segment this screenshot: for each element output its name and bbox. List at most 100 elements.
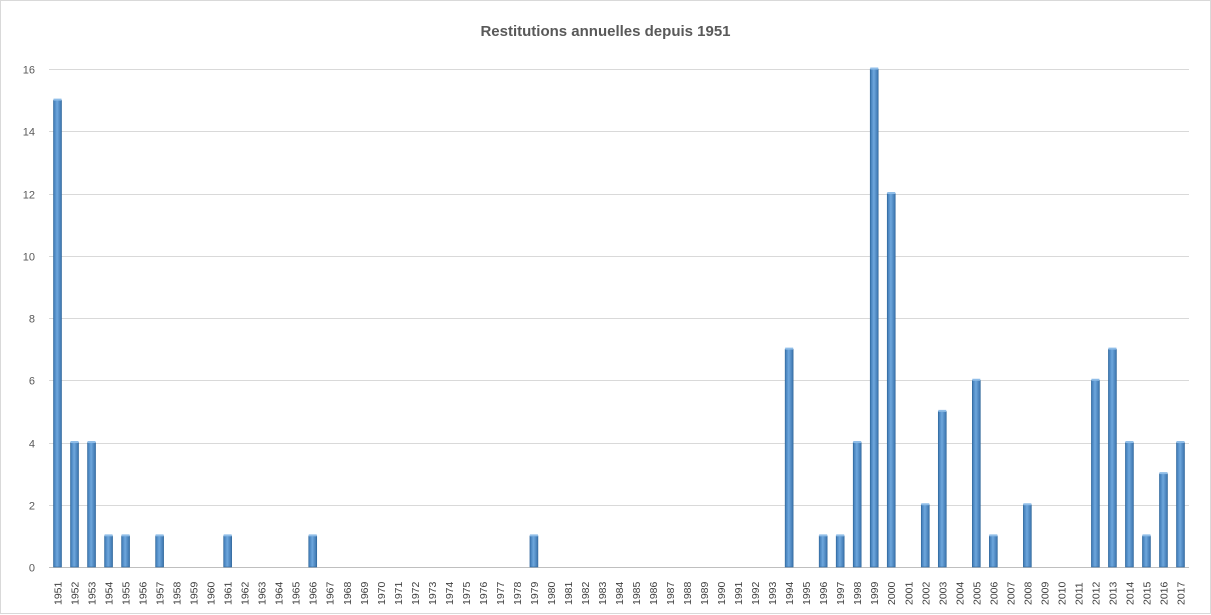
bar-1955 (121, 535, 130, 568)
x-tick-label-1980: 1980 (546, 581, 558, 605)
x-tick-label-2008: 2008 (1022, 581, 1034, 605)
x-tick-label-2005: 2005 (971, 581, 983, 605)
y-tick-label: 10 (23, 252, 35, 264)
x-tick-label-1966: 1966 (308, 581, 320, 605)
y-tick-label: 16 (23, 65, 35, 77)
x-tick-label-1964: 1964 (274, 581, 286, 605)
x-tick-label-1974: 1974 (444, 581, 456, 605)
bar-cap-1957 (155, 534, 164, 537)
bar-1996 (818, 535, 828, 568)
x-tick-label-1997: 1997 (835, 581, 847, 605)
bar-cap-1998 (853, 441, 862, 443)
x-tick-label-1976: 1976 (478, 581, 490, 605)
x-tick-label-1953: 1953 (87, 581, 99, 605)
bar-cap-1966 (308, 534, 317, 537)
bar-cap-1961 (223, 534, 232, 537)
y-tick-label: 2 (29, 501, 35, 513)
x-tick-label-1982: 1982 (580, 581, 592, 605)
bar-2015 (1142, 535, 1151, 568)
x-tick-label-2009: 2009 (1039, 581, 1051, 605)
bar-1994 (784, 348, 794, 568)
x-tick-label-1992: 1992 (750, 581, 762, 605)
bar-1966 (308, 535, 318, 568)
y-tick-label: 4 (29, 439, 35, 451)
x-axis: 1951 1952 1953 1954 1955 1956 1957 1958 1959 1960… (53, 581, 1188, 605)
x-tick-label-2015: 2015 (1141, 581, 1153, 605)
x-tick-label-1973: 1973 (427, 581, 439, 605)
x-tick-label-1954: 1954 (104, 581, 116, 605)
x-tick-label-1981: 1981 (563, 581, 575, 605)
bar-1998 (852, 442, 862, 568)
bar-cap-1953 (87, 441, 96, 443)
bar-1954 (104, 535, 113, 568)
x-tick-label-1987: 1987 (665, 581, 677, 605)
x-tick-label-1958: 1958 (172, 581, 184, 605)
bar-2013 (1108, 348, 1117, 568)
x-tick-label-1951: 1951 (53, 581, 65, 605)
x-tick-label-2000: 2000 (886, 581, 898, 605)
bar-cap-2017 (1176, 441, 1185, 443)
x-tick-label-1977: 1977 (495, 581, 507, 605)
gridlines (49, 69, 1189, 568)
x-tick-label-1988: 1988 (682, 581, 694, 605)
x-tick-label-1998: 1998 (852, 581, 864, 605)
bar-cap-2016 (1159, 472, 1168, 475)
y-tick-label: 14 (23, 127, 35, 139)
bar-1999 (869, 68, 879, 568)
bar-2008 (1023, 504, 1032, 568)
x-tick-label-2004: 2004 (954, 581, 966, 605)
bar-cap-2002 (921, 503, 930, 506)
bar-2017 (1176, 442, 1185, 568)
bar-cap-2008 (1023, 503, 1032, 506)
bar-cap-1997 (836, 534, 845, 537)
chart-title: Restitutions annuelles depuis 1951 (480, 23, 731, 40)
x-tick-label-1956: 1956 (138, 581, 150, 605)
bar-cap-1954 (104, 534, 113, 537)
bar-cap-2006 (989, 534, 998, 537)
x-tick-label-1963: 1963 (257, 581, 269, 605)
bar-1979 (529, 535, 539, 568)
x-tick-label-1960: 1960 (206, 581, 218, 605)
x-tick-label-2017: 2017 (1175, 581, 1187, 605)
x-tick-label-1978: 1978 (512, 581, 524, 605)
bar-cap-1952 (70, 441, 79, 443)
x-tick-label-1983: 1983 (597, 581, 609, 605)
x-tick-label-1952: 1952 (70, 581, 82, 605)
x-tick-label-2003: 2003 (937, 581, 949, 605)
x-tick-label-1970: 1970 (376, 581, 388, 605)
x-tick-label-1984: 1984 (614, 581, 626, 605)
bar-2014 (1125, 442, 1134, 568)
bar-2012 (1091, 379, 1100, 568)
bar-cap-2012 (1091, 378, 1100, 381)
y-tick-label: 0 (29, 563, 35, 575)
x-tick-label-2001: 2001 (903, 581, 915, 605)
x-tick-label-2010: 2010 (1056, 581, 1068, 605)
x-tick-label-1955: 1955 (121, 581, 133, 605)
bar-1957 (155, 535, 164, 568)
bars (53, 67, 1185, 568)
y-axis: 0 2 4 6 8 10 12 14 16 (23, 65, 35, 575)
x-tick-label-1971: 1971 (393, 581, 405, 605)
y-tick-label: 6 (29, 376, 35, 388)
bar-2016 (1159, 473, 1168, 568)
x-tick-label-1972: 1972 (410, 581, 422, 605)
x-tick-label-2007: 2007 (1005, 581, 1017, 605)
bar-cap-2000 (887, 192, 896, 194)
x-tick-label-1996: 1996 (818, 581, 830, 605)
x-tick-label-1991: 1991 (733, 581, 745, 605)
bar-2006 (989, 535, 998, 568)
x-tick-label-2014: 2014 (1124, 581, 1136, 605)
bar-cap-1996 (819, 534, 828, 537)
bar-cap-2014 (1125, 441, 1134, 443)
x-tick-label-1957: 1957 (155, 581, 167, 605)
bar-1953 (87, 442, 96, 568)
x-tick-label-1979: 1979 (529, 581, 541, 605)
bar-cap-1994 (785, 347, 794, 350)
bar-2005 (972, 379, 981, 568)
x-tick-label-1959: 1959 (189, 581, 201, 605)
bar-2002 (920, 504, 930, 568)
bar-1961 (223, 535, 232, 568)
bar-cap-1955 (121, 534, 130, 537)
